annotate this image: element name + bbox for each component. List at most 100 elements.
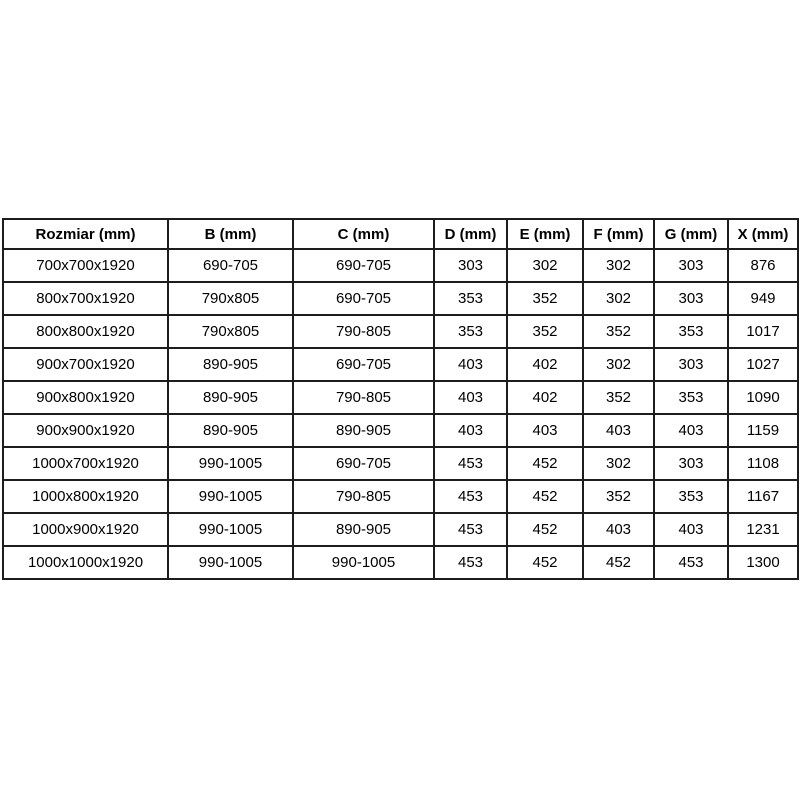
table-row: 900x700x1920 890-905 690-705 403 402 302 303 10… [2, 347, 799, 382]
value-cell: 890-905 [167, 380, 294, 415]
value-cell: 353 [653, 479, 729, 514]
column-header: F (mm) [582, 218, 655, 250]
value-cell: 353 [653, 380, 729, 415]
value-cell: 1027 [727, 347, 799, 382]
value-cell: 402 [506, 347, 584, 382]
size-cell: 1000x900x1920 [2, 512, 169, 547]
value-cell: 890-905 [292, 413, 435, 448]
table-row: 1000x900x1920 990-1005 890-905 453 452 403 403… [2, 512, 799, 547]
header-row: Rozmiar (mm) B (mm) C (mm) D (mm) E (mm) F (m… [2, 218, 799, 250]
value-cell: 790x805 [167, 281, 294, 316]
spec-table-body: 700x700x1920 690-705 690-705 303 302 302 303 87… [2, 248, 799, 580]
value-cell: 1017 [727, 314, 799, 349]
size-cell: 1000x800x1920 [2, 479, 169, 514]
value-cell: 403 [433, 413, 508, 448]
value-cell: 990-1005 [167, 479, 294, 514]
column-header: B (mm) [167, 218, 294, 250]
value-cell: 453 [433, 512, 508, 547]
value-cell: 990-1005 [167, 512, 294, 547]
value-cell: 303 [653, 347, 729, 382]
value-cell: 353 [653, 314, 729, 349]
value-cell: 352 [582, 314, 655, 349]
table-row: 800x700x1920 790x805 690-705 353 352 302 303 94… [2, 281, 799, 316]
value-cell: 1108 [727, 446, 799, 481]
value-cell: 690-705 [167, 248, 294, 283]
size-cell: 1000x700x1920 [2, 446, 169, 481]
size-cell: 900x800x1920 [2, 380, 169, 415]
table-row: 1000x800x1920 990-1005 790-805 453 452 352 353… [2, 479, 799, 514]
value-cell: 890-905 [167, 413, 294, 448]
column-header: X (mm) [727, 218, 799, 250]
value-cell: 302 [582, 281, 655, 316]
value-cell: 403 [506, 413, 584, 448]
value-cell: 352 [506, 281, 584, 316]
value-cell: 452 [582, 545, 655, 580]
column-header: D (mm) [433, 218, 508, 250]
value-cell: 303 [653, 281, 729, 316]
spec-table: Rozmiar (mm) B (mm) C (mm) D (mm) E (mm) F (m… [2, 218, 799, 580]
value-cell: 876 [727, 248, 799, 283]
value-cell: 403 [653, 413, 729, 448]
table-row: 700x700x1920 690-705 690-705 303 302 302 303 87… [2, 248, 799, 283]
value-cell: 990-1005 [167, 545, 294, 580]
value-cell: 452 [506, 446, 584, 481]
value-cell: 990-1005 [167, 446, 294, 481]
table-row: 800x800x1920 790x805 790-805 353 352 352 353 10… [2, 314, 799, 349]
value-cell: 453 [433, 446, 508, 481]
value-cell: 353 [433, 314, 508, 349]
column-header: G (mm) [653, 218, 729, 250]
value-cell: 1300 [727, 545, 799, 580]
value-cell: 303 [653, 446, 729, 481]
value-cell: 990-1005 [292, 545, 435, 580]
value-cell: 303 [433, 248, 508, 283]
value-cell: 452 [506, 512, 584, 547]
column-header: E (mm) [506, 218, 584, 250]
size-cell: 800x800x1920 [2, 314, 169, 349]
table-row: 900x900x1920 890-905 890-905 403 403 403 403 11… [2, 413, 799, 448]
table-row: 900x800x1920 890-905 790-805 403 402 352 353 10… [2, 380, 799, 415]
value-cell: 453 [653, 545, 729, 580]
value-cell: 453 [433, 545, 508, 580]
value-cell: 690-705 [292, 347, 435, 382]
value-cell: 690-705 [292, 446, 435, 481]
value-cell: 403 [582, 512, 655, 547]
value-cell: 303 [653, 248, 729, 283]
value-cell: 1090 [727, 380, 799, 415]
size-cell: 800x700x1920 [2, 281, 169, 316]
value-cell: 352 [582, 380, 655, 415]
value-cell: 790-805 [292, 479, 435, 514]
size-cell: 900x900x1920 [2, 413, 169, 448]
value-cell: 302 [582, 446, 655, 481]
value-cell: 302 [582, 248, 655, 283]
spec-table-container: Rozmiar (mm) B (mm) C (mm) D (mm) E (mm) F (m… [2, 218, 799, 580]
value-cell: 403 [433, 380, 508, 415]
value-cell: 1167 [727, 479, 799, 514]
column-header: Rozmiar (mm) [2, 218, 169, 250]
value-cell: 302 [506, 248, 584, 283]
value-cell: 790-805 [292, 314, 435, 349]
value-cell: 890-905 [167, 347, 294, 382]
value-cell: 452 [506, 545, 584, 580]
value-cell: 452 [506, 479, 584, 514]
size-cell: 700x700x1920 [2, 248, 169, 283]
table-row: 1000x700x1920 990-1005 690-705 453 452 302 303… [2, 446, 799, 481]
value-cell: 690-705 [292, 248, 435, 283]
value-cell: 302 [582, 347, 655, 382]
value-cell: 403 [582, 413, 655, 448]
value-cell: 403 [433, 347, 508, 382]
value-cell: 1159 [727, 413, 799, 448]
value-cell: 403 [653, 512, 729, 547]
value-cell: 1231 [727, 512, 799, 547]
value-cell: 790-805 [292, 380, 435, 415]
table-row: 1000x1000x1920 990-1005 990-1005 453 452 452 4… [2, 545, 799, 580]
size-cell: 1000x1000x1920 [2, 545, 169, 580]
value-cell: 453 [433, 479, 508, 514]
value-cell: 353 [433, 281, 508, 316]
value-cell: 690-705 [292, 281, 435, 316]
column-header: C (mm) [292, 218, 435, 250]
size-cell: 900x700x1920 [2, 347, 169, 382]
value-cell: 790x805 [167, 314, 294, 349]
value-cell: 402 [506, 380, 584, 415]
value-cell: 890-905 [292, 512, 435, 547]
value-cell: 352 [582, 479, 655, 514]
